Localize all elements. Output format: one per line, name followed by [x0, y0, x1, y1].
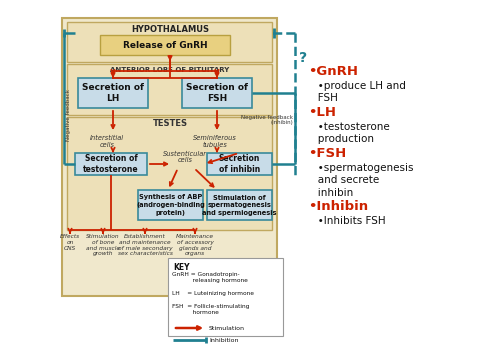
- Text: Secretion of
testosterone: Secretion of testosterone: [83, 154, 139, 174]
- Bar: [100, 35, 230, 55]
- Text: Seminiferous
tubules: Seminiferous tubules: [193, 135, 237, 148]
- Bar: [138, 190, 203, 220]
- Bar: [207, 190, 272, 220]
- Text: GnRH = Gonadotropin-
           releasing hormone: GnRH = Gonadotropin- releasing hormone: [172, 272, 248, 283]
- Text: •FSH: •FSH: [308, 147, 346, 160]
- Bar: [182, 78, 252, 108]
- Text: Secretion of
FSH: Secretion of FSH: [186, 83, 248, 103]
- Text: Stimulation
of bone
and muscle
growth: Stimulation of bone and muscle growth: [86, 234, 120, 256]
- Text: •testosterone
   production: •testosterone production: [308, 122, 390, 144]
- Text: Secretion of
LH: Secretion of LH: [82, 83, 144, 103]
- Text: •spermatogenesis
   and secrete
   inhibin: •spermatogenesis and secrete inhibin: [308, 163, 414, 198]
- Bar: [62, 18, 277, 296]
- Text: •GnRH: •GnRH: [308, 65, 358, 78]
- Text: Release of GnRH: Release of GnRH: [122, 41, 208, 49]
- Text: Sustenticular
cells: Sustenticular cells: [163, 150, 207, 163]
- Text: KEY: KEY: [173, 263, 190, 272]
- Text: •Inhibin: •Inhibin: [308, 200, 368, 213]
- Text: TESTES: TESTES: [152, 120, 188, 128]
- Bar: [67, 117, 272, 230]
- Text: •produce LH and
   FSH: •produce LH and FSH: [308, 81, 406, 103]
- Text: Inhibition: Inhibition: [209, 337, 238, 342]
- Bar: [75, 153, 147, 175]
- Bar: [207, 153, 272, 175]
- Text: Effects
on
CNS: Effects on CNS: [60, 234, 80, 251]
- Text: ANTERIOR LOBE OF PITUITARY: ANTERIOR LOBE OF PITUITARY: [110, 67, 230, 73]
- Text: Secretion
of inhibin: Secretion of inhibin: [219, 154, 260, 174]
- Text: Negative feedback: Negative feedback: [66, 89, 71, 141]
- Text: •LH: •LH: [308, 106, 336, 119]
- Text: Interstitial
cells: Interstitial cells: [90, 135, 124, 148]
- Text: Stimulation: Stimulation: [209, 325, 245, 330]
- Text: Establishment
and maintenance
of male secondary
sex characteristics: Establishment and maintenance of male se…: [118, 234, 172, 256]
- Text: Maintenance
of accessory
glands and
organs: Maintenance of accessory glands and orga…: [176, 234, 214, 256]
- Bar: [78, 78, 148, 108]
- Text: HYPOTHALAMUS: HYPOTHALAMUS: [131, 25, 209, 35]
- Bar: [67, 64, 272, 115]
- Text: Negative feedback
(inhibin): Negative feedback (inhibin): [241, 115, 293, 125]
- Text: •Inhibits FSH: •Inhibits FSH: [308, 216, 386, 226]
- Text: ?: ?: [299, 51, 307, 65]
- Bar: [168, 258, 283, 336]
- Bar: [67, 22, 272, 62]
- Text: FSH  = Follicle-stimulating
           hormone: FSH = Follicle-stimulating hormone: [172, 304, 250, 315]
- Text: LH    = Luteinizing hormone: LH = Luteinizing hormone: [172, 291, 254, 296]
- Text: Stimulation of
spermatogenesis
and spermiogenesis: Stimulation of spermatogenesis and sperm…: [202, 195, 277, 215]
- Text: Synthesis of ABP
(androgen-binding
protein): Synthesis of ABP (androgen-binding prote…: [136, 195, 205, 215]
